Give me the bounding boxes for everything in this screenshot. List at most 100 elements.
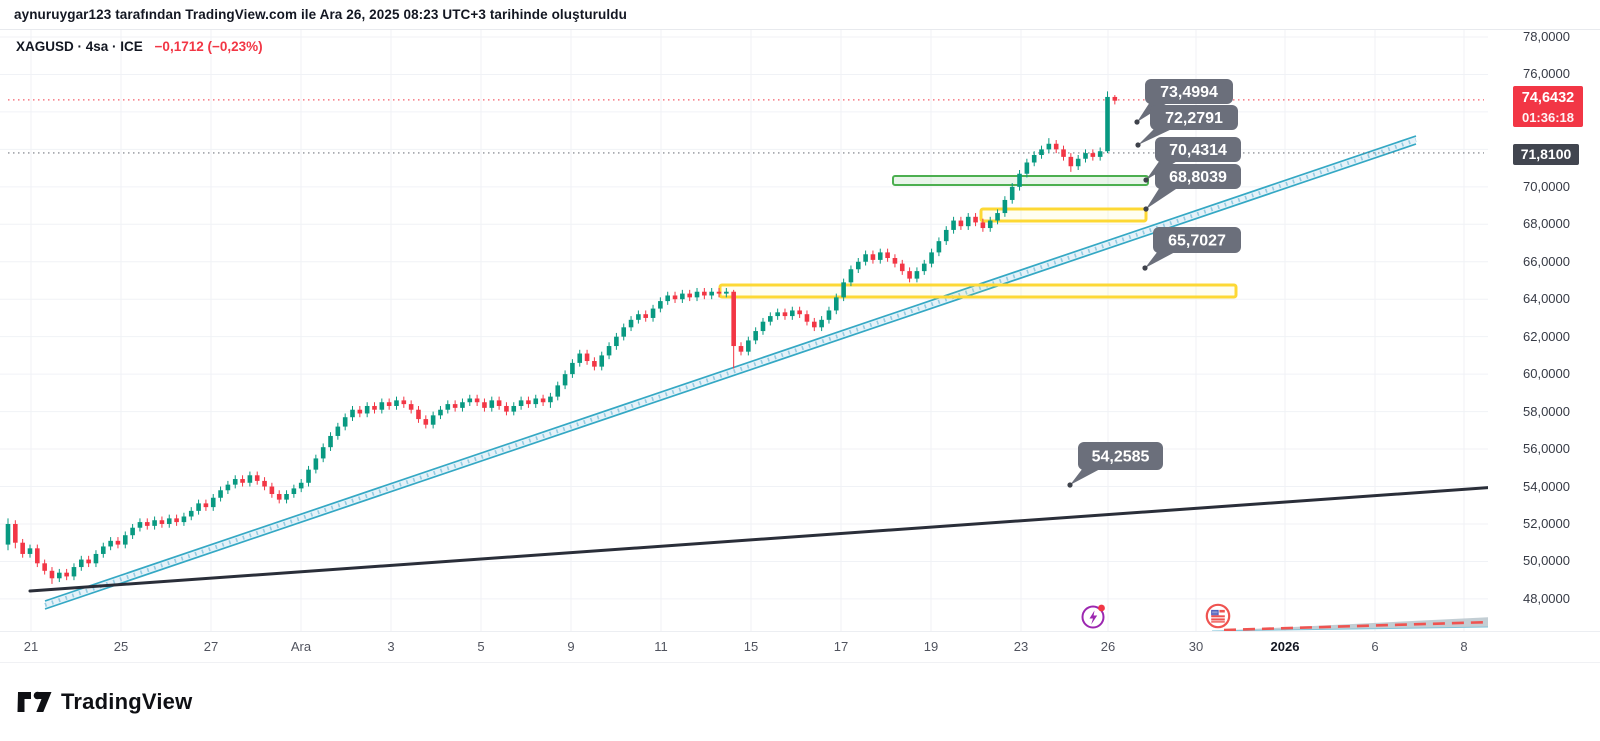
candle — [621, 323, 627, 341]
candle — [27, 544, 33, 558]
trend-channel-fill[interactable] — [45, 136, 1416, 609]
candle — [86, 555, 91, 568]
us-flag-event-icon[interactable] — [1203, 601, 1233, 631]
candle — [64, 568, 69, 581]
candle — [812, 317, 817, 332]
candle — [1024, 158, 1030, 178]
candle — [35, 544, 40, 568]
candle — [42, 559, 47, 575]
candle — [1068, 153, 1074, 172]
price-callout[interactable]: 54,2585 — [1067, 442, 1163, 488]
candle — [474, 394, 480, 406]
candle — [254, 471, 260, 485]
candle — [306, 465, 311, 487]
candle — [584, 349, 590, 365]
support-zone-yellow[interactable] — [718, 283, 1238, 299]
tradingview-wordmark: TradingView — [61, 689, 193, 714]
candle — [108, 537, 113, 551]
symbol-legend[interactable]: XAGUSD · 4sa · ICE −0,1712 (−0,23%) — [16, 39, 263, 54]
candle — [137, 518, 143, 532]
svg-text:73,4994: 73,4994 — [1160, 84, 1218, 101]
candle — [489, 396, 495, 412]
trend-channel-lower-line[interactable] — [44, 143, 1417, 610]
chart-pane[interactable]: 73,4994 72,2791 70,4314 68,8039 65,7027 54,25… — [0, 0, 1488, 631]
support-trendline[interactable] — [28, 486, 1488, 593]
time-axis-label: 25 — [113, 639, 129, 654]
candle — [328, 432, 333, 451]
candle — [262, 477, 267, 491]
candle — [350, 405, 355, 421]
candle — [1061, 145, 1066, 161]
time-axis-label: 3 — [387, 639, 395, 654]
price-change-text: −0,1712 (−0,23%) — [154, 39, 263, 54]
economic-event-lightning-icon[interactable] — [1078, 601, 1108, 631]
symbol-title[interactable]: XAGUSD · 4sa · ICE — [16, 39, 143, 54]
candle — [650, 304, 656, 322]
time-axis[interactable]: 21 25 27 Ara 3 5 9 11 15 17 19 23 26 30 2026 6 8 — [0, 631, 1600, 662]
price-axis[interactable]: 74,6432 01:36:18 71,8100 78,0000 76,0000 7… — [1488, 0, 1600, 631]
trend-channel-upper-line[interactable] — [44, 135, 1417, 602]
future-channel-dashed-line — [1223, 620, 1488, 631]
candle — [1090, 149, 1096, 161]
candle — [958, 216, 964, 230]
candle — [372, 402, 377, 414]
candlestick-chart[interactable]: 73,4994 72,2791 70,4314 68,8039 65,7027 54,25… — [0, 0, 1488, 631]
time-axis-label: Ara — [290, 639, 312, 654]
candle — [826, 306, 832, 324]
candle — [921, 259, 927, 275]
time-axis-label: 26 — [1100, 639, 1116, 654]
tradingview-logo-icon — [17, 691, 52, 712]
candle — [951, 216, 956, 234]
candle — [320, 443, 326, 463]
candle — [408, 400, 414, 414]
price-callout[interactable]: 65,7027 — [1142, 227, 1241, 271]
candle — [1002, 196, 1008, 217]
candle — [1039, 145, 1044, 159]
time-axis-label: 17 — [833, 639, 849, 654]
candle — [848, 265, 854, 287]
candle — [452, 400, 458, 412]
candle — [936, 237, 942, 257]
candle — [100, 542, 106, 558]
candle — [79, 555, 84, 571]
candle — [504, 402, 509, 416]
price-axis-label: 50,0000 — [1523, 553, 1570, 569]
candle — [1031, 151, 1037, 167]
price-callout[interactable]: 68,8039 — [1143, 164, 1241, 212]
candle — [855, 258, 861, 273]
last-price-value: 74,6432 — [1521, 90, 1575, 106]
candle — [687, 289, 692, 302]
candle — [628, 316, 634, 332]
candle — [973, 213, 978, 227]
candle — [665, 291, 670, 305]
support-zone-yellow[interactable] — [979, 207, 1148, 223]
candle — [423, 415, 429, 429]
time-axis-label: 8 — [1460, 639, 1468, 654]
candle — [614, 332, 619, 350]
candle — [533, 394, 539, 408]
price-axis-label: 48,0000 — [1523, 590, 1570, 606]
candle — [790, 306, 795, 320]
candle — [658, 297, 663, 313]
candle — [71, 563, 77, 581]
candle — [144, 518, 150, 530]
candle — [210, 494, 216, 511]
time-axis-label: 5 — [477, 639, 485, 654]
candle — [555, 381, 561, 401]
candle — [1083, 149, 1088, 163]
time-axis-label: 11 — [654, 639, 668, 654]
candle — [672, 291, 678, 303]
price-axis-label: 58,0000 — [1523, 403, 1570, 419]
candle — [863, 250, 868, 266]
svg-text:72,2791: 72,2791 — [1165, 110, 1223, 127]
candle — [115, 537, 121, 549]
price-axis-label: 56,0000 — [1523, 441, 1570, 457]
candle — [929, 248, 934, 268]
price-callout[interactable]: 72,2791 — [1135, 105, 1238, 148]
price-axis-label: 68,0000 — [1523, 216, 1570, 232]
candle — [386, 398, 392, 410]
candle — [284, 490, 289, 504]
candle — [438, 405, 443, 420]
candle — [269, 482, 275, 498]
